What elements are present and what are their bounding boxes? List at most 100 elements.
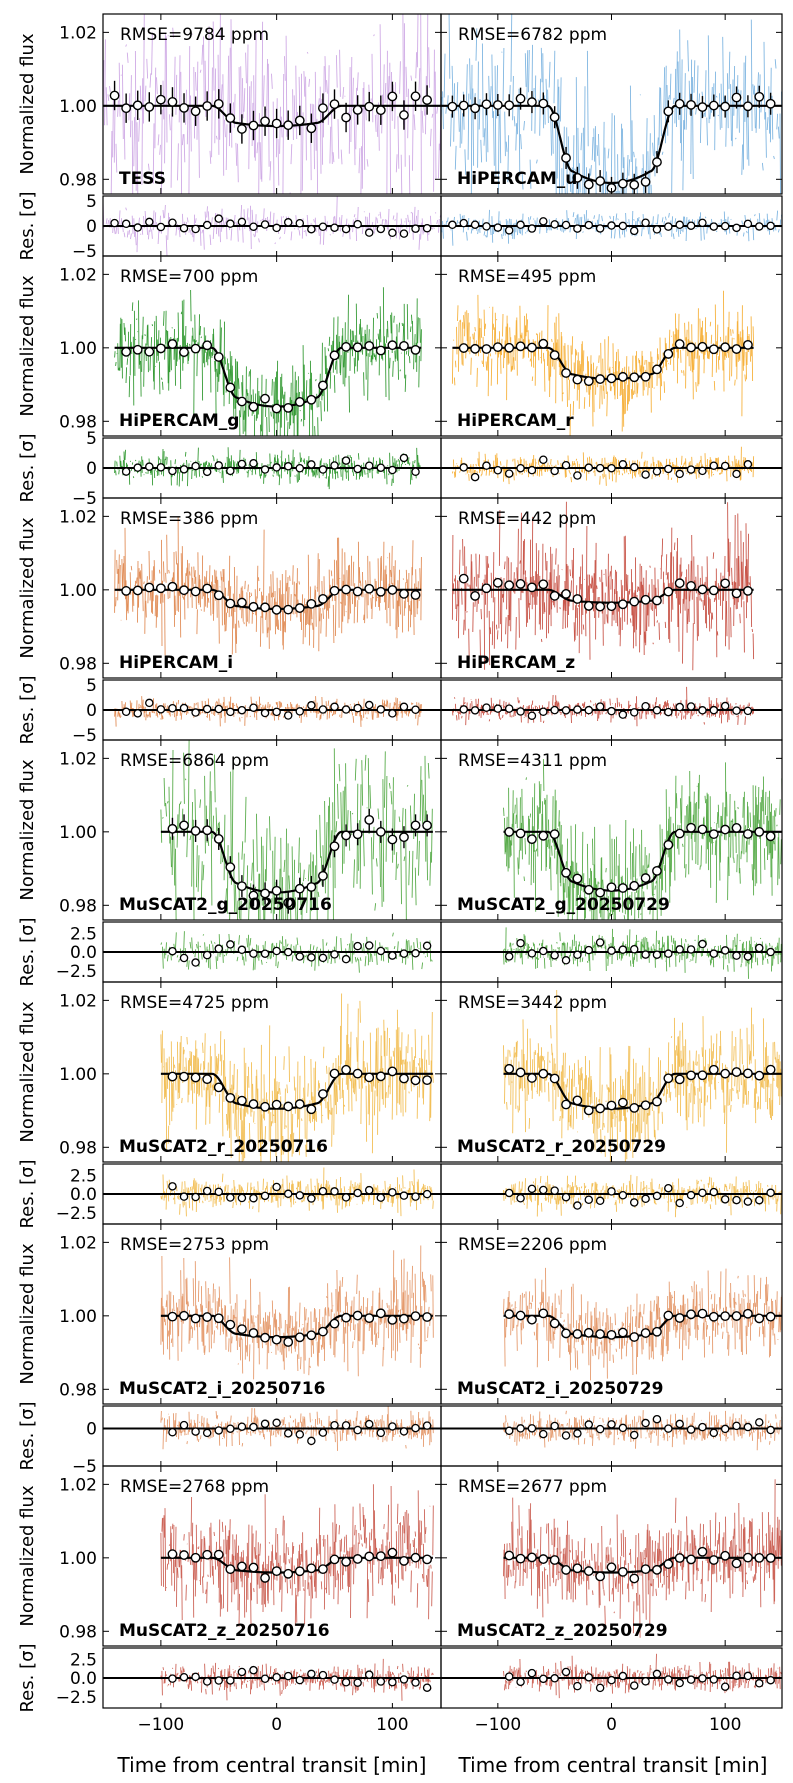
binned-point [765, 98, 776, 109]
binned-point [179, 1310, 189, 1321]
residual-binned-point [516, 1424, 525, 1433]
panel-dataset-label: HiPERCAM_u [457, 169, 577, 189]
residual-binned-point [459, 463, 468, 472]
binned-point [458, 100, 469, 111]
residual-binned-point [202, 1186, 212, 1196]
binned-point [294, 1099, 305, 1109]
residual-binned-point [202, 704, 212, 714]
binned-point [306, 1330, 317, 1341]
residual-binned-point [249, 949, 258, 958]
binned-point [686, 342, 696, 353]
residual-binned-point [698, 466, 707, 476]
residual-binned-point [249, 1665, 258, 1675]
binned-point [549, 350, 560, 361]
binned-point [352, 829, 363, 840]
binned-point [527, 582, 537, 593]
binned-point [318, 593, 328, 604]
residual-binned-point [191, 708, 200, 717]
residual-binned-point [283, 947, 293, 957]
residual-tick-label: 0 [86, 217, 97, 237]
x-tick-label: −100 [138, 1715, 185, 1735]
rmse-label: RMSE=4311 ppm [458, 751, 607, 771]
residual-binned-point [584, 463, 594, 472]
residual-binned-point [686, 945, 696, 954]
residual-binned-point [755, 1418, 764, 1427]
residual-binned-point [191, 1427, 200, 1436]
binned-point [352, 586, 363, 597]
residual-axis-label: Res. [σ] [17, 191, 38, 260]
residual-binned-point [295, 1191, 305, 1200]
binned-point [190, 586, 201, 597]
residual-data [441, 1410, 782, 1451]
binned-point [306, 882, 317, 892]
binned-point [708, 1311, 719, 1322]
binned-point [329, 99, 340, 109]
residual-binned-point [214, 944, 224, 953]
binned-point [167, 1071, 178, 1082]
residual-binned-point [698, 1188, 707, 1198]
residual-binned-point [459, 218, 468, 228]
binned-point [572, 594, 583, 604]
binned-point [190, 826, 201, 836]
residual-binned-point [226, 940, 235, 949]
residual-binned-point [388, 1188, 397, 1197]
binned-point [731, 823, 742, 833]
residual-tick-label: −2.5 [56, 962, 97, 982]
residual-binned-point [364, 941, 374, 950]
residual-binned-point [353, 941, 362, 951]
residual-binned-point [214, 1426, 224, 1435]
binned-point [640, 177, 651, 187]
flux-data-trace [160, 1245, 434, 1380]
binned-point [595, 1571, 606, 1582]
residual-binned-point [470, 472, 480, 482]
residual-binned-point [226, 707, 235, 717]
binned-point [329, 350, 340, 361]
residual-binned-point [561, 220, 571, 230]
residual-data [441, 927, 782, 979]
residual-axes-frame [440, 1405, 783, 1467]
residual-binned-point [743, 1422, 753, 1432]
residual-binned-point [399, 453, 409, 463]
binned-point [260, 1101, 270, 1112]
binned-point [306, 394, 317, 405]
residual-binned-point [272, 946, 281, 956]
residual-binned-point [698, 939, 707, 949]
binned-point [617, 178, 628, 189]
residual-binned-point [550, 705, 559, 715]
residual-binned-point [191, 224, 200, 234]
binned-point [595, 887, 606, 898]
residual-binned-point [595, 463, 605, 473]
binned-point [306, 598, 317, 609]
residual-binned-point [283, 218, 293, 227]
residual-binned-point [573, 224, 582, 233]
flux-tick-label: 1.02 [59, 1233, 97, 1253]
binned-point [283, 604, 294, 615]
residual-binned-point [341, 954, 351, 964]
flux-raw-data [503, 989, 782, 1162]
residual-binned-point [516, 463, 525, 473]
residual-binned-point [422, 1421, 432, 1430]
residual-binned-point [399, 1427, 409, 1436]
binned-point [663, 1073, 674, 1084]
flux-data-trace [503, 758, 782, 920]
rmse-label: RMSE=442 ppm [458, 509, 596, 529]
binned-point [629, 880, 640, 891]
panel-r1c1: RMSE=495 ppm HiPERCAM_r [440, 255, 783, 499]
binned-point [179, 103, 189, 113]
binned-point [606, 373, 617, 384]
flux-raw-data [441, 14, 782, 194]
residual-binned-point [307, 460, 316, 469]
residual-binned-point [411, 705, 420, 714]
binned-point [341, 1556, 351, 1567]
binned-point [213, 1549, 224, 1560]
flux-raw-data [503, 1479, 782, 1638]
flux-raw-data [451, 290, 755, 436]
residual-axis-label: Res. [σ] [17, 1159, 38, 1228]
residual-binned-point [766, 1188, 775, 1198]
binned-point [515, 1310, 526, 1321]
binned-point [458, 343, 469, 353]
binned-point [190, 106, 201, 117]
residual-binned-point [652, 467, 662, 476]
residual-binned-point [353, 464, 362, 474]
binned-point [583, 1327, 594, 1338]
